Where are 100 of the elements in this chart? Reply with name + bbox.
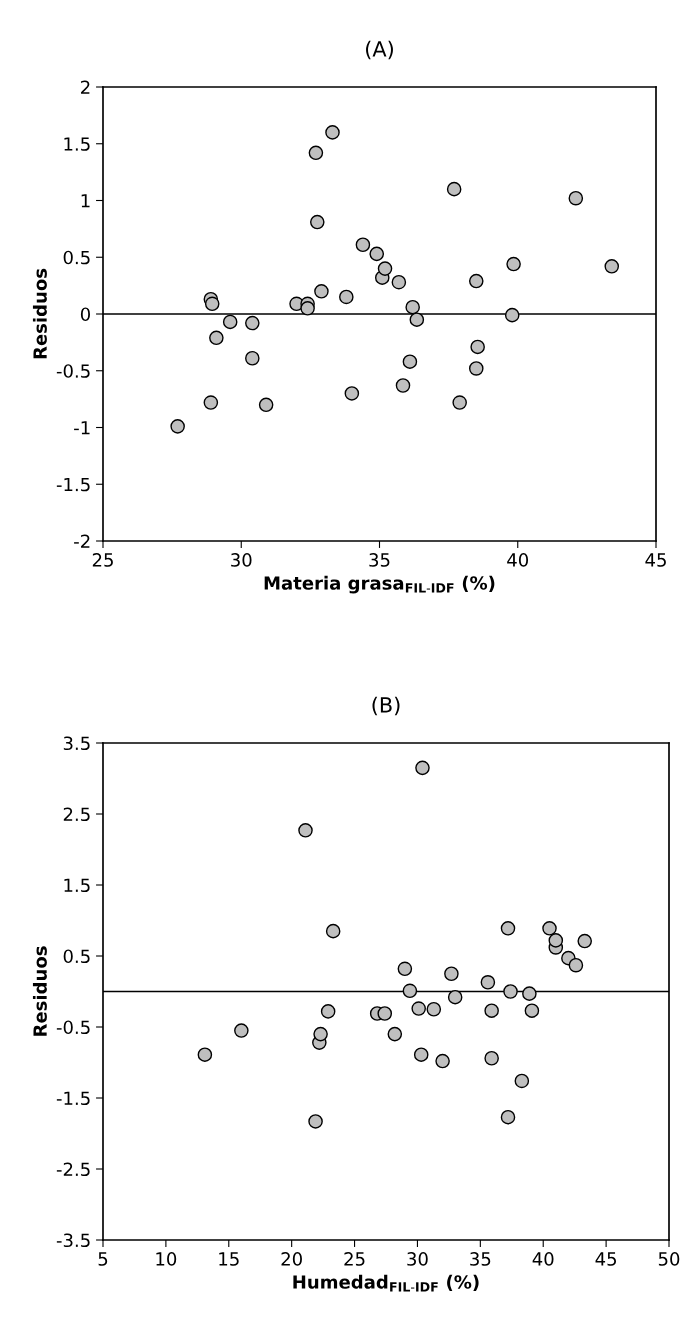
point bbox=[310, 214, 325, 230]
point bbox=[391, 274, 407, 290]
y-axis-title: Residuos bbox=[32, 268, 47, 359]
point bbox=[325, 923, 341, 939]
point bbox=[484, 1050, 499, 1066]
point bbox=[313, 1026, 328, 1042]
x-tick-label: 50 bbox=[658, 1252, 680, 1266]
point bbox=[344, 386, 360, 401]
point bbox=[542, 921, 557, 936]
y-tick-label: 1.5 bbox=[64, 137, 90, 151]
x-tick-label: 40 bbox=[532, 1252, 554, 1266]
point bbox=[339, 289, 354, 305]
x-axis-title: Materia grasa$_{FIL-IDF}$ (%) bbox=[264, 575, 495, 594]
point bbox=[468, 361, 484, 376]
point bbox=[402, 983, 418, 999]
y-axis-title: Residuos bbox=[32, 946, 47, 1036]
point bbox=[355, 237, 371, 253]
point bbox=[415, 760, 430, 776]
x-tick-label: 45 bbox=[645, 553, 666, 567]
point bbox=[452, 395, 467, 410]
point bbox=[209, 330, 224, 346]
point bbox=[522, 986, 537, 1001]
x-tick-label: 35 bbox=[470, 1252, 491, 1266]
point bbox=[548, 933, 564, 948]
point bbox=[234, 1023, 249, 1038]
point bbox=[500, 1109, 516, 1125]
point bbox=[320, 1004, 336, 1019]
point bbox=[308, 145, 324, 161]
x-tick-label: 30 bbox=[407, 1252, 428, 1266]
point bbox=[426, 1001, 442, 1017]
y-tick-label: -0.5 bbox=[56, 364, 90, 378]
chart-title: (A) bbox=[366, 40, 393, 60]
y-tick-label: 2.5 bbox=[63, 807, 90, 822]
x-tick-label: 25 bbox=[92, 553, 113, 567]
y-tick-label: 1 bbox=[81, 194, 90, 208]
point bbox=[397, 961, 413, 977]
point bbox=[369, 246, 385, 262]
y-tick-label: 0.5 bbox=[63, 250, 90, 265]
point bbox=[258, 397, 274, 413]
point bbox=[387, 1026, 403, 1042]
x-tick-label: 5 bbox=[98, 1252, 108, 1266]
point bbox=[577, 933, 593, 949]
point bbox=[480, 974, 496, 990]
chart-title: (B) bbox=[372, 696, 400, 716]
x-tick-label: 15 bbox=[219, 1252, 239, 1266]
point bbox=[204, 296, 220, 312]
point bbox=[377, 1006, 393, 1021]
point bbox=[568, 957, 584, 973]
x-tick-label: 10 bbox=[156, 1252, 177, 1266]
point bbox=[298, 823, 313, 838]
point bbox=[405, 299, 420, 315]
point bbox=[197, 1047, 213, 1062]
point bbox=[245, 350, 260, 366]
point bbox=[506, 256, 521, 272]
point bbox=[504, 307, 520, 323]
x-tick-label: 35 bbox=[369, 553, 390, 567]
point bbox=[402, 354, 418, 369]
point bbox=[222, 314, 238, 330]
point bbox=[314, 284, 329, 299]
point bbox=[300, 301, 315, 316]
point bbox=[500, 921, 516, 936]
point bbox=[484, 1003, 499, 1018]
y-tick-label: -3.5 bbox=[56, 1233, 90, 1248]
y-tick-label: 1.5 bbox=[64, 878, 90, 893]
point bbox=[377, 261, 393, 276]
y-tick-label: 0 bbox=[80, 307, 90, 322]
y-tick-label: -1.5 bbox=[56, 477, 90, 492]
y-tick-label: 0.5 bbox=[63, 949, 90, 964]
point bbox=[514, 1073, 530, 1089]
y-tick-label: -2 bbox=[74, 534, 90, 548]
point bbox=[435, 1053, 450, 1069]
x-tick-label: 40 bbox=[507, 553, 529, 567]
point bbox=[470, 339, 485, 355]
point bbox=[411, 1001, 426, 1016]
y-tick-label: -1.5 bbox=[56, 1091, 90, 1106]
point bbox=[170, 419, 185, 434]
point bbox=[446, 181, 462, 197]
point bbox=[568, 190, 584, 206]
x-tick-label: 30 bbox=[231, 553, 252, 567]
point bbox=[409, 312, 425, 327]
point bbox=[444, 966, 459, 982]
point bbox=[395, 378, 411, 393]
point bbox=[468, 273, 484, 289]
point bbox=[447, 989, 463, 1005]
point bbox=[203, 395, 219, 410]
y-tick-label: 2 bbox=[81, 80, 90, 94]
x-tick-label: 25 bbox=[344, 1252, 365, 1266]
point bbox=[524, 1003, 540, 1018]
x-axis-title: Humedad$_{FIL-IDF}$ (%) bbox=[293, 1274, 479, 1292]
point bbox=[503, 984, 518, 999]
y-tick-label: -1 bbox=[74, 421, 90, 435]
x-tick-label: 20 bbox=[281, 1252, 302, 1266]
y-tick-label: -2.5 bbox=[56, 1162, 90, 1177]
point bbox=[245, 315, 260, 331]
point bbox=[308, 1114, 323, 1129]
point bbox=[413, 1047, 429, 1062]
y-tick-label: -0.5 bbox=[56, 1020, 90, 1035]
point bbox=[325, 125, 340, 140]
point bbox=[604, 259, 620, 274]
y-tick-label: 3.5 bbox=[63, 736, 90, 751]
